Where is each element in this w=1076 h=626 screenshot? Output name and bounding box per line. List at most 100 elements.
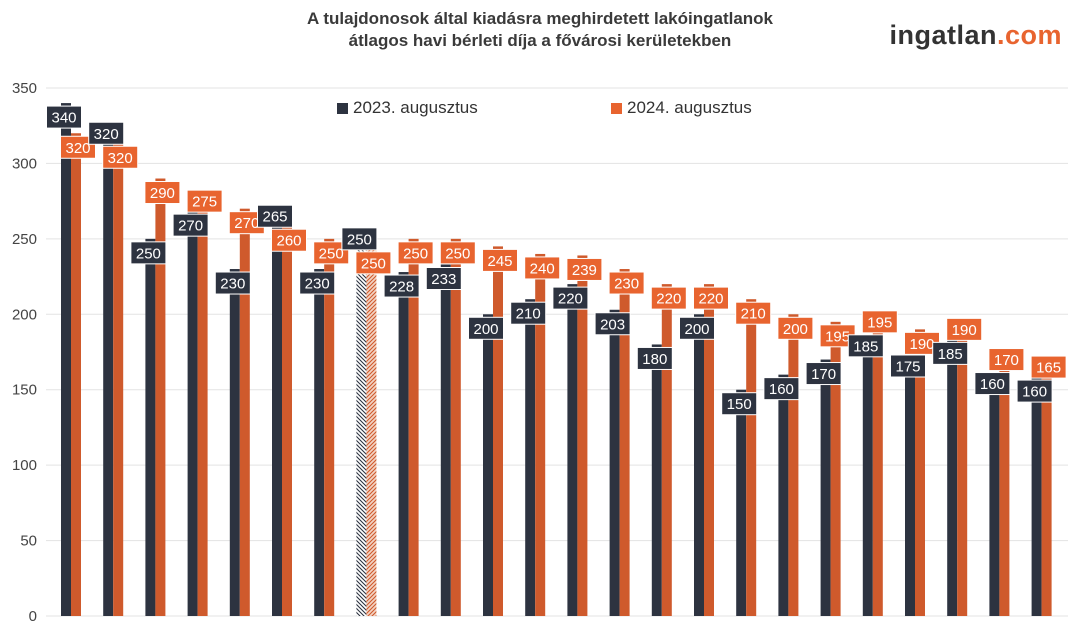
data-label-2024-text: 270	[234, 215, 259, 232]
bar-2024	[366, 238, 377, 616]
data-label-2024-bg	[313, 241, 350, 265]
data-label-2023-bg	[763, 377, 800, 401]
data-label-2024-text: 320	[108, 150, 133, 167]
bar-2024	[1041, 367, 1052, 616]
y-tick-label: 0	[29, 608, 37, 625]
data-label-2024: 240	[524, 256, 561, 280]
data-label-2024: 320	[60, 135, 96, 159]
legend-item-2024: 2024. augusztus	[611, 98, 752, 118]
brand-logo-name: ingatlan	[889, 20, 997, 50]
data-label-2024: 250	[397, 241, 434, 265]
data-label-2023-bg	[721, 392, 758, 416]
data-label-2023-text: 180	[642, 351, 667, 368]
legend-label-2024: 2024. augusztus	[627, 98, 752, 117]
data-label-2024: 270	[228, 211, 265, 235]
data-label-2023-bg	[974, 372, 1011, 396]
data-label-2023: 160	[1016, 379, 1053, 403]
bar-2023	[145, 238, 156, 616]
data-label-2023-text: 160	[769, 381, 794, 398]
bar-2023	[609, 309, 620, 616]
data-label-2024-bg	[439, 241, 476, 265]
bar-2023	[398, 272, 409, 616]
y-tick-label: 50	[20, 533, 37, 550]
y-tick-label: 200	[12, 306, 37, 323]
data-label-2024-bg	[735, 301, 772, 325]
data-label-2023-text: 185	[938, 346, 963, 363]
data-label-2023-text: 265	[262, 209, 287, 226]
y-tick-label: 350	[12, 80, 37, 97]
bar-2024	[957, 329, 968, 616]
data-label-2024: 195	[861, 310, 898, 334]
bar-2024	[746, 299, 757, 616]
data-label-2023: 265	[257, 204, 293, 228]
data-label-2024-bg	[1030, 355, 1067, 379]
data-label-2023: 200	[468, 316, 504, 340]
data-label-2024: 320	[102, 145, 139, 169]
bar-2024	[535, 253, 546, 616]
data-label-2023: 233	[425, 267, 462, 291]
data-label-2023-text: 230	[305, 276, 330, 293]
data-label-2024-bg	[271, 228, 307, 252]
data-label-2024: 260	[271, 228, 307, 252]
data-label-2023: 210	[510, 301, 547, 325]
data-label-2024: 250	[439, 241, 476, 265]
data-label-2023-text: 250	[136, 245, 161, 262]
data-label-2023: 250	[130, 241, 167, 265]
data-label-2023: 160	[974, 372, 1011, 396]
bar-2024	[239, 208, 250, 616]
bar-2023	[778, 374, 789, 616]
data-label-2023-text: 233	[431, 271, 456, 288]
bar-2023	[694, 314, 704, 616]
data-label-2024-text: 250	[445, 245, 470, 262]
bar-2023	[314, 269, 325, 616]
data-label-2023-bg	[88, 121, 125, 145]
data-label-2024-text: 220	[698, 291, 723, 308]
data-label-2023-bg	[679, 316, 715, 340]
data-label-2024-text: 250	[361, 255, 386, 272]
data-label-2023: 185	[847, 334, 884, 358]
data-label-2023: 150	[721, 392, 758, 416]
data-label-2024-text: 320	[65, 140, 90, 157]
data-label-2024-text: 240	[530, 260, 555, 277]
data-label-2023: 270	[172, 213, 209, 237]
data-label-2024: 190	[904, 331, 940, 355]
data-label-2024-text: 165	[1036, 360, 1061, 377]
legend-label-2023: 2023. augusztus	[353, 98, 478, 117]
bar-2024	[788, 314, 799, 616]
bar-2024	[493, 246, 503, 616]
data-label-2023-text: 150	[727, 396, 752, 413]
data-label-2024-bg	[102, 145, 139, 169]
data-label-2023-text: 170	[811, 366, 836, 383]
bar-2024	[282, 223, 292, 616]
data-label-2024-bg	[482, 248, 518, 272]
data-label-2024-text: 195	[867, 314, 892, 331]
data-label-2023-bg	[214, 271, 251, 295]
bar-2023	[356, 238, 367, 616]
data-label-2024-text: 290	[150, 185, 175, 202]
grid-layer: 0 50 100 150 200 250 300 350	[12, 80, 1068, 625]
data-label-2023-bg	[299, 271, 336, 295]
data-label-2023: 200	[679, 316, 715, 340]
bar-2024	[155, 178, 166, 616]
data-label-2023: 230	[299, 271, 336, 295]
data-label-2023-bg	[130, 241, 167, 265]
data-label-2024-text: 275	[192, 194, 217, 211]
data-label-2024-text: 250	[403, 245, 428, 262]
data-label-2023-bg	[46, 105, 82, 129]
data-label-2024-text: 210	[741, 306, 766, 323]
data-label-2024-bg	[946, 317, 983, 341]
bar-2023	[229, 269, 240, 616]
bar-2024	[577, 255, 588, 617]
bar-2023	[483, 314, 493, 616]
bar-2023	[905, 352, 915, 616]
data-label-2023-text: 203	[600, 316, 625, 333]
data-label-2023: 203	[594, 312, 631, 336]
data-label-2023-bg	[383, 274, 420, 298]
chart-legend: 2023. augusztus 2024. augusztus	[0, 98, 1076, 122]
data-label-2024: 230	[608, 271, 645, 295]
data-label-2024-bg	[524, 256, 561, 280]
y-tick-label: 250	[12, 231, 37, 248]
data-label-2024: 165	[1030, 355, 1067, 379]
y-tick-label: 150	[12, 382, 37, 399]
